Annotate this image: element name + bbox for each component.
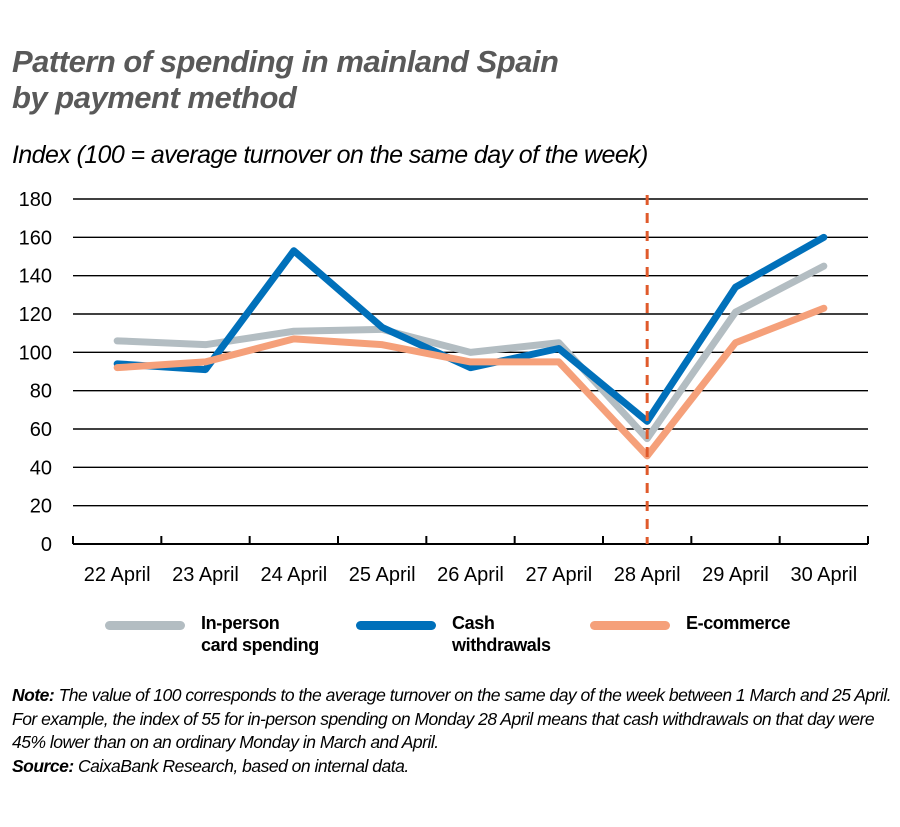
y-tick-label: 40 bbox=[30, 457, 52, 479]
x-tick-label: 28 April bbox=[614, 564, 681, 586]
series-line-1 bbox=[113, 233, 828, 425]
line-chart: 0 20 40 60 80 100 120 140 160 180 22 April 23 April… bbox=[19, 189, 869, 586]
chart-title: Pattern of spending in mainland Spain by… bbox=[12, 44, 559, 116]
chart-legend: In-person card spending Cash withdrawals… bbox=[0, 612, 900, 672]
y-tick-label: 120 bbox=[19, 304, 52, 326]
series-line-0 bbox=[113, 262, 828, 443]
x-tick-label: 23 April bbox=[172, 564, 239, 586]
y-tick-label: 100 bbox=[19, 342, 52, 364]
x-tick-label: 27 April bbox=[525, 564, 592, 586]
y-tick-label: 140 bbox=[19, 266, 52, 288]
legend-swatch-cash bbox=[356, 621, 436, 630]
x-tick-label: 25 April bbox=[349, 564, 416, 586]
y-tick-label: 60 bbox=[30, 419, 52, 441]
legend-label-cash: Cash withdrawals bbox=[452, 613, 551, 655]
legend-item-cash: Cash withdrawals bbox=[356, 612, 551, 656]
legend-swatch-in-person bbox=[105, 621, 185, 630]
footnote: Note: The value of 100 corresponds to th… bbox=[12, 684, 892, 778]
x-tick-label: 22 April bbox=[84, 564, 151, 586]
note: Note: The value of 100 corresponds to th… bbox=[12, 684, 892, 755]
chart-title-line2: by payment method bbox=[12, 80, 297, 115]
note-text: The value of 100 corresponds to the aver… bbox=[12, 685, 892, 752]
y-tick-label: 20 bbox=[30, 496, 52, 518]
x-tick-label: 29 April bbox=[702, 564, 769, 586]
legend-label-in-person: In-person card spending bbox=[201, 613, 319, 655]
chart-subtitle: Index (100 = average turnover on the sam… bbox=[12, 141, 648, 169]
y-tick-label: 0 bbox=[41, 534, 52, 556]
x-tick-label: 26 April bbox=[437, 564, 504, 586]
source-text: CaixaBank Research, based on internal da… bbox=[78, 755, 409, 776]
legend-swatch-ecommerce bbox=[590, 621, 670, 630]
x-tick-label: 24 April bbox=[260, 564, 327, 586]
legend-item-ecommerce: E-commerce bbox=[590, 612, 790, 634]
y-tick-label: 160 bbox=[19, 227, 52, 249]
source: Source: CaixaBank Research, based on int… bbox=[12, 755, 892, 779]
note-label: Note: bbox=[12, 685, 55, 705]
x-tick-label: 30 April bbox=[790, 564, 857, 586]
legend-label-ecommerce: E-commerce bbox=[686, 613, 791, 633]
chart-title-line1: Pattern of spending in mainland Spain bbox=[12, 44, 559, 79]
source-label: Source: bbox=[12, 755, 74, 776]
y-tick-label: 180 bbox=[19, 189, 52, 211]
series-line-2 bbox=[113, 304, 828, 460]
legend-item-in-person: In-person card spending bbox=[105, 612, 319, 656]
y-tick-label: 80 bbox=[30, 381, 52, 403]
